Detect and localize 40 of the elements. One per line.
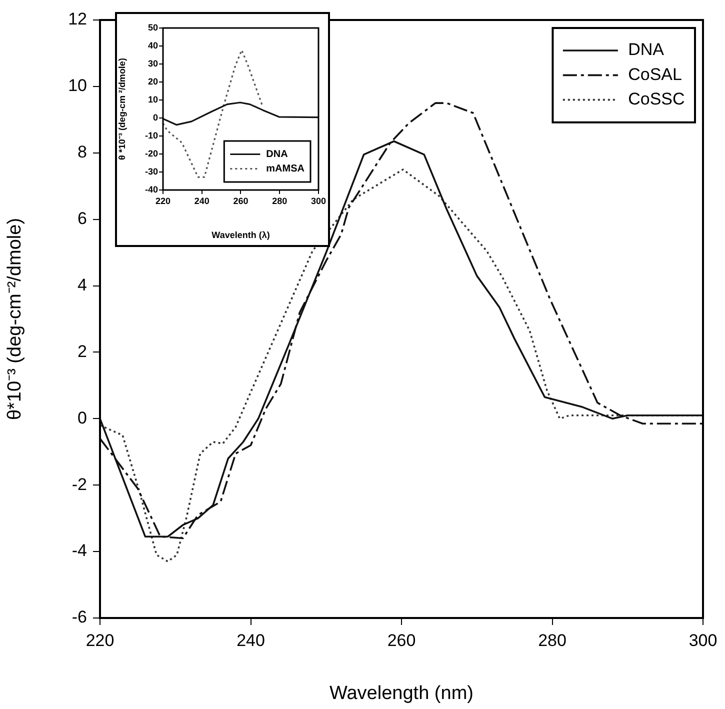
x-tick-label: 240 (236, 630, 265, 650)
y-tick-label: 0 (78, 408, 87, 428)
y-tick-label: 8 (78, 142, 87, 162)
y-tick-label: -20 (144, 148, 158, 158)
y-tick-label: -2 (72, 474, 87, 494)
x-axis-title: Wavelenth (λ) (212, 230, 270, 240)
x-tick-label: 240 (194, 196, 210, 206)
y-tick-label: 50 (148, 22, 158, 32)
x-tick-label: 260 (233, 196, 248, 206)
legend-label: mAMSA (266, 164, 304, 174)
y-tick-label: 30 (148, 58, 158, 68)
x-tick-label: 300 (310, 196, 326, 206)
y-tick-label: -4 (72, 541, 87, 560)
x-tick-label: 280 (272, 196, 288, 206)
y-tick-label: -40 (144, 184, 158, 194)
y-tick-label: 2 (78, 342, 87, 361)
y-tick-label: 10 (68, 76, 87, 96)
x-tick-label: 220 (86, 630, 114, 650)
y-tick-label: 4 (78, 275, 87, 294)
x-tick-label: 280 (538, 630, 566, 650)
legend-label: DNA (628, 40, 665, 60)
y-axis-title: θ *10⁻³ (deg-cm ²/dmole) (116, 58, 127, 160)
y-tick-label: -10 (144, 130, 158, 140)
x-tick-label: 260 (387, 630, 416, 650)
legend-label: DNA (266, 149, 288, 160)
y-tick-label: -30 (144, 166, 158, 176)
legend-label: CoSSC (628, 90, 685, 109)
line-series (163, 49, 264, 178)
y-tick-label: 20 (148, 76, 158, 86)
x-tick-label: 300 (688, 630, 718, 650)
y-tick-label: -6 (72, 608, 87, 627)
y-tick-label: 12 (68, 10, 87, 29)
legend-label: CoSAL (628, 64, 682, 84)
y-tick-label: 0 (152, 112, 158, 122)
x-axis-title: Wavelength (nm) (330, 682, 474, 704)
x-tick-label: 220 (155, 196, 171, 206)
y-tick-label: 40 (148, 40, 158, 50)
y-tick-label: 10 (148, 94, 158, 104)
y-tick-label: 6 (78, 209, 87, 228)
y-axis-title: θ*10⁻³ (deg-cm⁻²/dmole) (4, 218, 26, 420)
